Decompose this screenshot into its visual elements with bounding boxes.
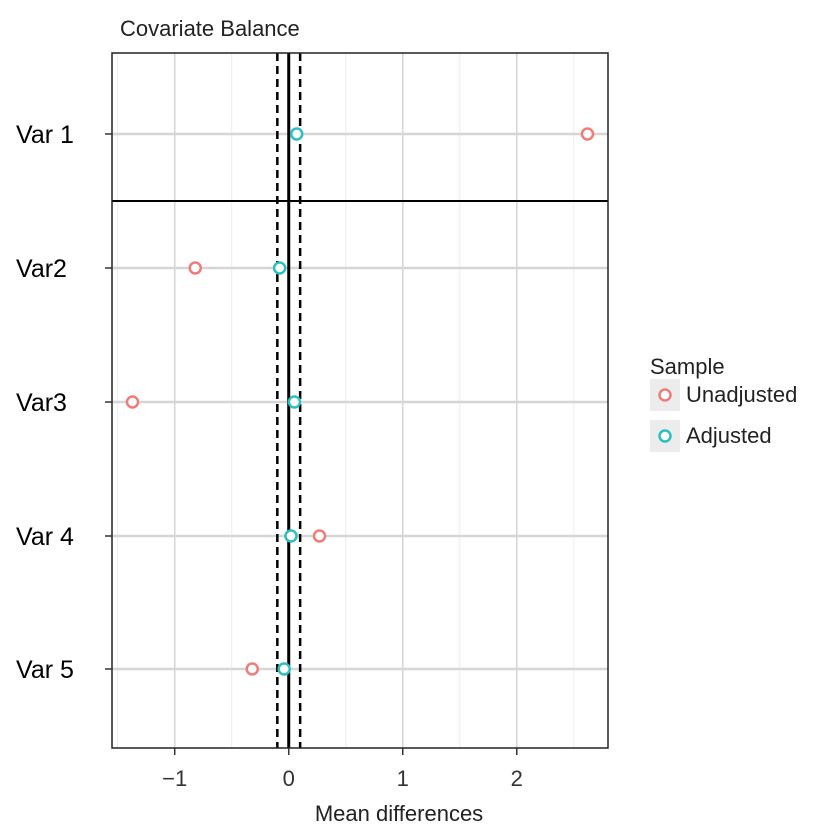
legend-unadjusted-label: Unadjusted xyxy=(686,382,797,407)
adjusted-point xyxy=(277,662,291,676)
unadjusted-point xyxy=(580,127,595,141)
legend-adjusted-label: Adjusted xyxy=(686,423,772,448)
x-tick-label: 1 xyxy=(397,766,409,791)
y-tick-label: Var2 xyxy=(16,255,67,283)
adjusted-point xyxy=(287,395,302,409)
x-axis-label: Mean differences xyxy=(315,801,483,824)
legend-unadjusted-marker xyxy=(658,388,672,402)
legend-adjusted-marker xyxy=(658,429,672,443)
unadjusted-point xyxy=(125,395,140,409)
unadjusted-point xyxy=(312,529,327,543)
x-tick-label: 2 xyxy=(511,766,523,791)
adjusted-point xyxy=(284,529,298,543)
unadjusted-point xyxy=(188,261,202,275)
y-tick-label: Var 5 xyxy=(16,656,74,684)
x-tick-label: 0 xyxy=(283,766,295,791)
y-tick-label: Var 1 xyxy=(16,121,74,149)
plot-panel-border xyxy=(111,52,609,749)
y-tick-label: Var 4 xyxy=(16,523,74,551)
adjusted-point xyxy=(272,261,287,275)
unadjusted-point xyxy=(245,662,259,676)
adjusted-point xyxy=(289,127,304,141)
legend-title: Sample xyxy=(650,354,725,379)
chart-title: Covariate Balance xyxy=(120,16,300,41)
y-tick-label: Var3 xyxy=(16,389,67,417)
x-tick-label: −1 xyxy=(162,766,187,791)
